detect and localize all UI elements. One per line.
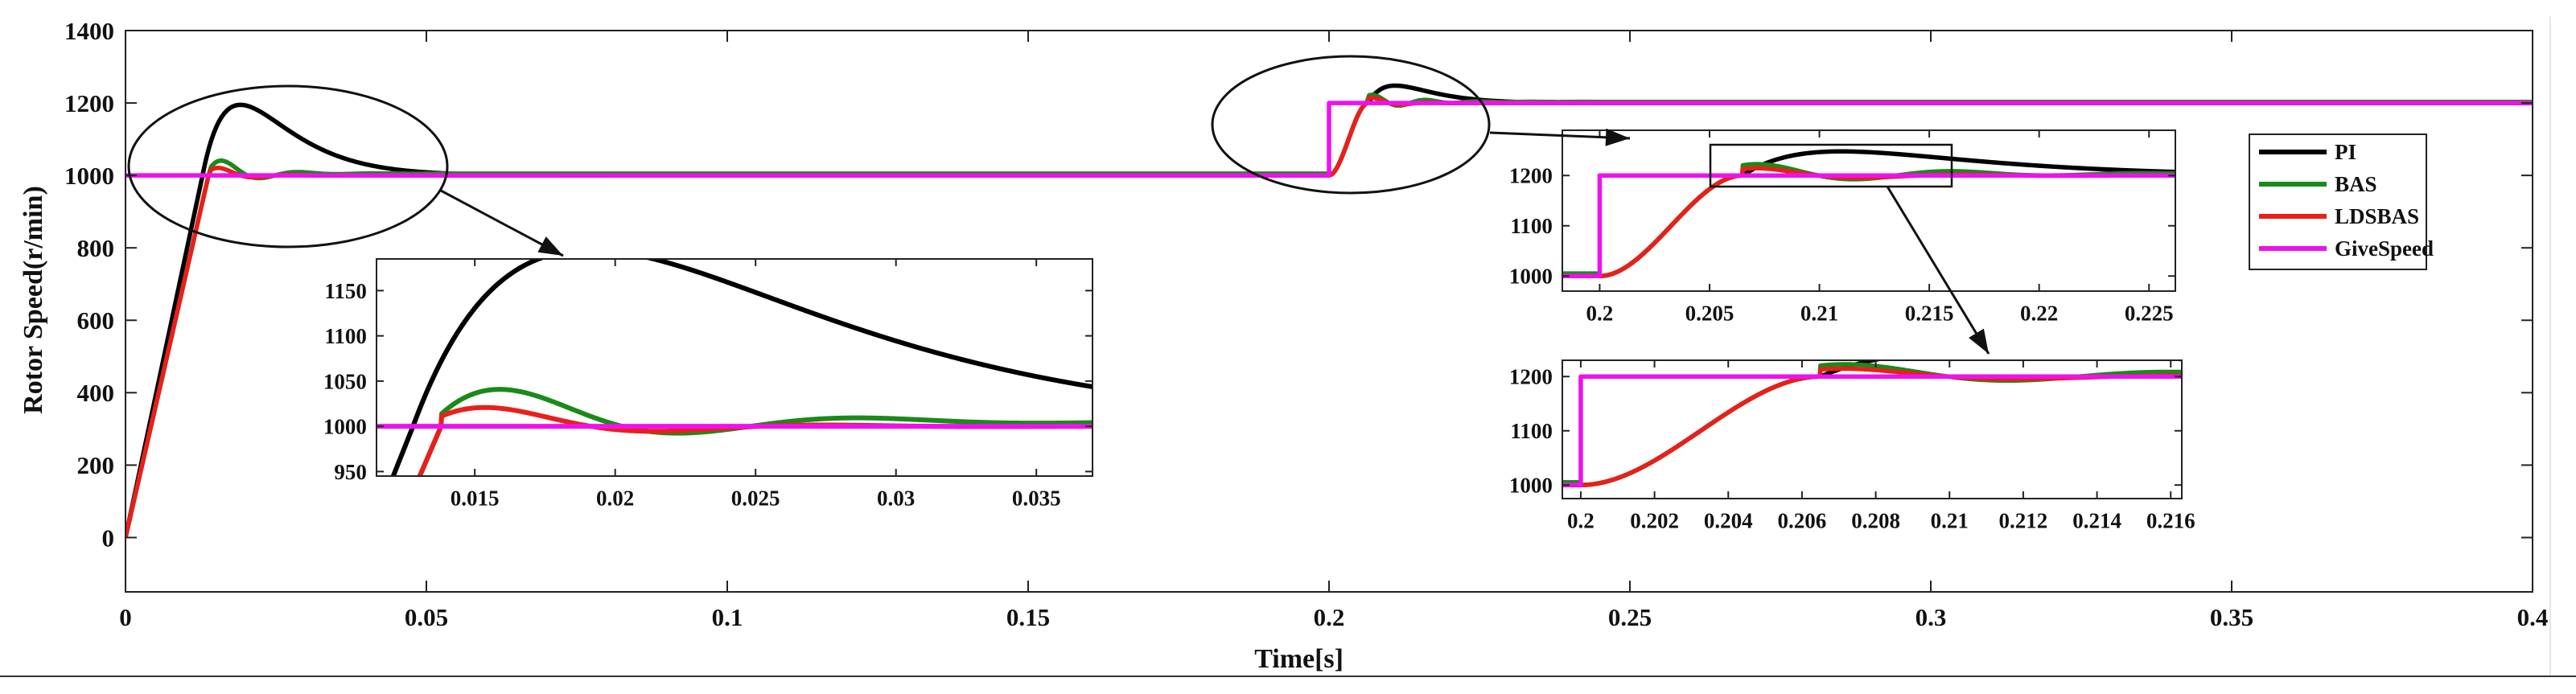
inset-step-xtick-label: 0.21 (1800, 301, 1838, 325)
inset-startup-ytick-label: 1150 (324, 279, 367, 303)
inset-startup-xtick-label: 0.03 (877, 486, 915, 510)
arrow-step (1489, 128, 1631, 146)
inset-step-xtick-label: 0.2 (1586, 301, 1614, 325)
arrow-startup (440, 189, 564, 257)
zoom-ellipse-step (1211, 55, 1491, 195)
arrow-startup-head (537, 236, 563, 256)
main-axes-ytick-label: 1200 (64, 89, 114, 117)
main-axes-lines (126, 83, 2533, 539)
inset-step-series-givespeed (1562, 173, 2175, 278)
main-axes-xtick-label: 0.3 (1916, 603, 1947, 631)
zoom-ellipse-startup (127, 84, 449, 248)
main-axes-xtick-label: 0.15 (1006, 603, 1050, 631)
main-axes-xtick-label: 0 (119, 603, 132, 631)
inset-step-xtick-label: 0.215 (1905, 301, 1954, 325)
main-axes-xtick-label: 0.25 (1608, 603, 1652, 631)
main-axes-xtick-label: 0.05 (405, 603, 448, 631)
main-axes-ytick-label: 800 (77, 234, 115, 262)
inset-step-detail-ytick-label: 1100 (1510, 419, 1553, 443)
inset-step-detail-xtick-label: 0.208 (1851, 508, 1900, 532)
inset-step-ytick-label: 1200 (1509, 164, 1553, 188)
inset-step-detail-series-givespeed (1562, 374, 2182, 487)
inset-step-ytick-label: 1000 (1509, 265, 1553, 289)
main-axes-ytick-label: 200 (77, 451, 115, 479)
inset-startup-xtick-label: 0.015 (451, 486, 500, 510)
inset-step-bg (1562, 130, 2175, 291)
inset-startup-xtick-label: 0.025 (731, 486, 780, 510)
zoom-selection-box (1709, 143, 1953, 188)
legend-label-pi: PI (2335, 140, 2356, 164)
inset-startup-ytick-label: 1000 (323, 415, 367, 439)
inset-startup-bg (377, 259, 1093, 476)
arrow-detail (1886, 186, 1990, 355)
inset-step-detail-xtick-label: 0.21 (1931, 508, 1969, 532)
main-axes-ytick-label: 1000 (64, 162, 114, 190)
main-axes-xtick-label: 0.35 (2210, 603, 2253, 631)
inset-startup-frame (376, 258, 1093, 477)
inset-step-detail-frame (1562, 359, 2183, 499)
main-axes-xtick-label: 0.1 (712, 603, 743, 631)
inset-step-detail-xtick-label: 0.216 (2146, 508, 2195, 532)
main-axes-ytick-label: 1400 (64, 17, 114, 45)
inset-startup-ytick-label: 1050 (323, 369, 367, 393)
main-axes-ytick-label: 400 (77, 379, 115, 407)
inset-step-detail-xtick-label: 0.2 (1567, 508, 1595, 532)
inset-step-detail-xtick-label: 0.202 (1630, 508, 1679, 532)
legend-label-bas: BAS (2335, 172, 2377, 196)
inset-step-detail-xtick-label: 0.212 (1999, 508, 2048, 532)
inset-step-detail-xtick-label: 0.214 (2072, 508, 2121, 532)
inset-startup-xtick-label: 0.035 (1012, 486, 1061, 510)
legend-label-givespeed: GiveSpeed (2335, 236, 2434, 261)
inset-startup-series-pi (390, 259, 1093, 476)
main-axes-xtick-label: 0.4 (2517, 603, 2549, 631)
inset-step: 0.2 0.205 0.21 0.215 0.22 0.225 1000 1100 1200 (1509, 129, 2176, 325)
main-axes-xtick-label: 0.2 (1314, 603, 1345, 631)
inset-step-frame (1562, 129, 2176, 292)
legend-label-ldsbas: LDSBAS (2335, 204, 2419, 228)
inset-startup: 0.015 0.02 0.025 0.03 0.035 950 1000 1050 1100 11… (323, 258, 1093, 510)
inset-step-detail-ytick-label: 1200 (1509, 365, 1553, 389)
x-axis-label: Time[s] (1254, 644, 1344, 674)
legend: PI BAS LDSBAS GiveSpeed (2249, 133, 2434, 270)
inset-step-xtick-label: 0.22 (2020, 301, 2058, 325)
inset-startup-xtick-label: 0.02 (596, 486, 634, 510)
inset-step-detail: 0.2 0.202 0.204 0.206 0.208 0.21 0.212 0.214 0.2… (1509, 359, 2195, 532)
arrow-detail-head (1969, 328, 1989, 354)
inset-step-detail-ytick-label: 1000 (1509, 474, 1553, 498)
inset-step-lines (1562, 149, 2175, 278)
inset-step-detail-xtick-label: 0.204 (1704, 508, 1753, 532)
inset-startup-ytick-label: 950 (334, 460, 367, 484)
inset-step-ytick-label: 1100 (1510, 214, 1553, 238)
arrow-step-head (1605, 128, 1630, 146)
inset-step-xtick-label: 0.225 (2125, 301, 2174, 325)
inset-startup-lines (377, 259, 1093, 476)
main-axes-ytick-label: 600 (77, 306, 115, 335)
main-axes-series-givespeed (126, 101, 2533, 178)
y-axis-label: Rotor Speed(r/min) (19, 186, 48, 414)
inset-step-detail-bg (1562, 360, 2182, 499)
inset-step-xtick-label: 0.205 (1685, 301, 1734, 325)
main-axes-ytick-label: 0 (102, 524, 115, 552)
arrow-detail-shaft (1886, 186, 1990, 355)
inset-startup-ytick-label: 1100 (324, 324, 367, 348)
inset-step-detail-xtick-label: 0.206 (1778, 508, 1827, 532)
